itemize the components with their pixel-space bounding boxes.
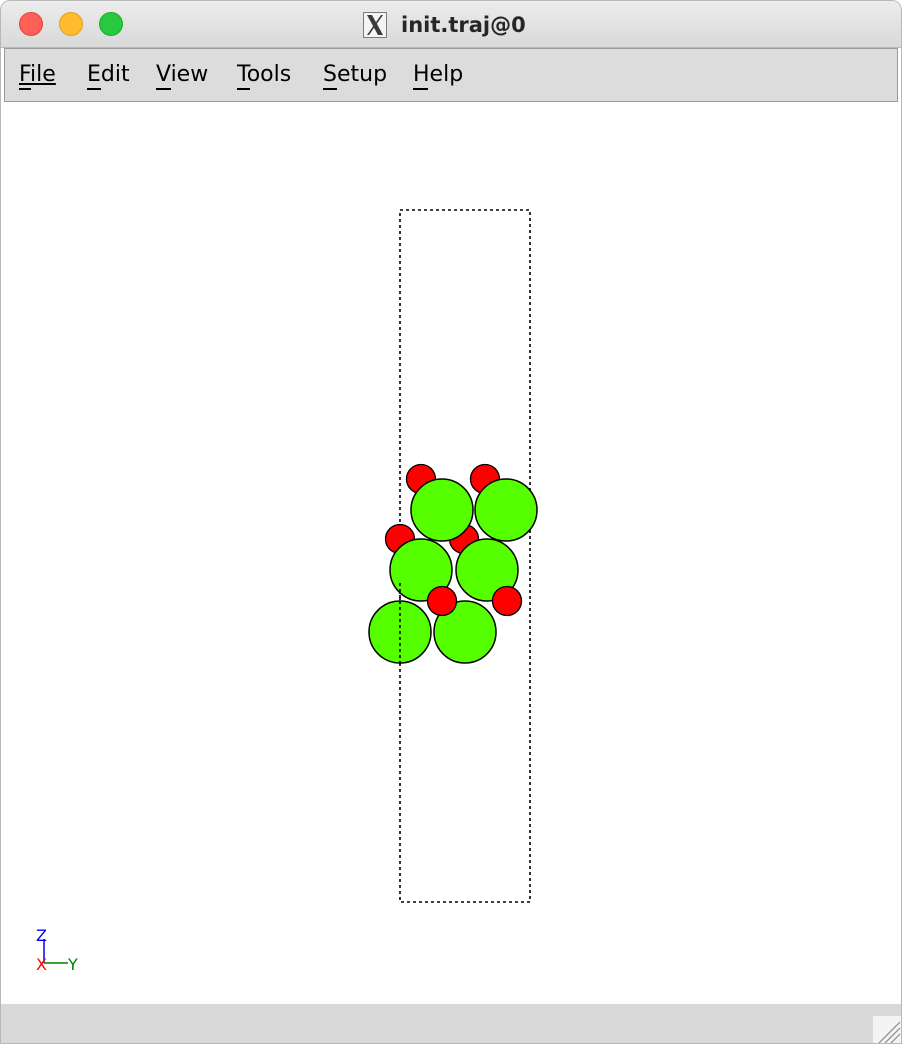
axis-y-label: Y — [67, 955, 78, 974]
atom-large[interactable] — [410, 478, 474, 542]
mnemonic-underline-view — [156, 88, 171, 90]
axes-indicator: Z Y X — [36, 926, 78, 974]
status-bar — [1, 1004, 901, 1044]
menu-edit[interactable]: Edit — [87, 62, 130, 87]
atom-large[interactable] — [389, 538, 453, 602]
resize-grip-icon[interactable] — [873, 1016, 901, 1044]
menu-view-label: View — [156, 62, 209, 87]
mnemonic-underline-file — [19, 88, 31, 90]
structure-view-canvas[interactable]: Z Y X — [4, 103, 900, 1003]
menu-file-label: File — [19, 62, 56, 87]
menu-tools[interactable]: Tools — [237, 62, 291, 87]
axis-z-label: Z — [36, 926, 47, 945]
atom-small[interactable] — [491, 585, 523, 617]
window-title: init.traj@0 — [401, 13, 526, 37]
zoom-window-button[interactable] — [99, 12, 123, 36]
mnemonic-underline-edit — [87, 88, 101, 90]
menu-bar: File Edit View Tools Setup Help — [4, 48, 898, 102]
mnemonic-underline-setup — [323, 88, 337, 90]
menu-view[interactable]: View — [156, 62, 208, 87]
menu-edit-label: Edit — [87, 62, 130, 87]
menu-setup[interactable]: Setup — [323, 62, 387, 87]
atom-large[interactable] — [474, 478, 538, 542]
menu-help-label: Help — [413, 62, 464, 87]
mnemonic-underline-tools — [237, 88, 250, 90]
atom-large[interactable] — [433, 600, 497, 664]
title-bar[interactable]: init.traj@0 — [1, 1, 901, 48]
menu-help[interactable]: Help — [413, 62, 463, 87]
menu-file[interactable]: File — [19, 62, 56, 87]
axis-x-label: X — [36, 955, 47, 974]
x11-icon — [363, 12, 387, 38]
window-title-group: init.traj@0 — [363, 10, 526, 40]
close-window-button[interactable] — [19, 12, 43, 36]
minimize-window-button[interactable] — [59, 12, 83, 36]
mnemonic-underline-help — [413, 88, 428, 90]
atom-small[interactable] — [426, 585, 458, 617]
menu-tools-label: Tools — [237, 62, 292, 87]
atoms-drawing[interactable]: Z Y X — [4, 103, 900, 1003]
menu-setup-label: Setup — [323, 62, 388, 87]
atom-large[interactable] — [455, 538, 519, 602]
